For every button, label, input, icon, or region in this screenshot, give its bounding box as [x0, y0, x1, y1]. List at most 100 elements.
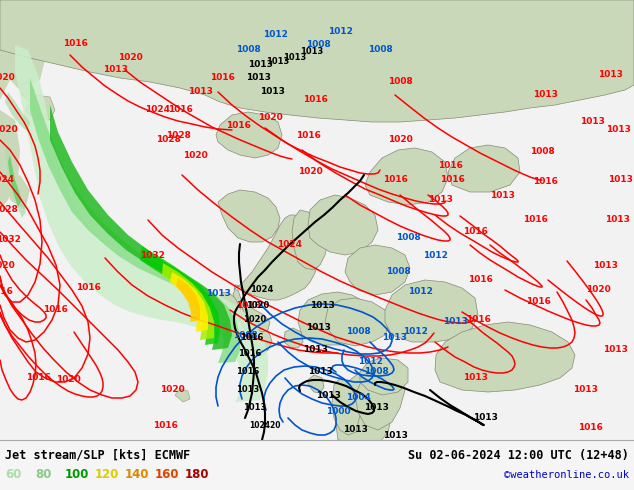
Polygon shape: [0, 0, 35, 75]
Text: 1013: 1013: [489, 191, 514, 199]
Polygon shape: [240, 300, 270, 332]
Polygon shape: [30, 78, 240, 363]
Polygon shape: [25, 95, 55, 120]
Text: 1020: 1020: [586, 286, 611, 294]
Text: 1013: 1013: [605, 125, 630, 134]
Polygon shape: [385, 280, 478, 342]
Polygon shape: [336, 368, 392, 452]
Text: 1016: 1016: [63, 40, 87, 49]
Text: 1012: 1012: [403, 327, 427, 337]
Text: 1013: 1013: [103, 66, 127, 74]
Text: 1028: 1028: [165, 130, 190, 140]
Text: 1013: 1013: [309, 300, 335, 310]
Text: 1024: 1024: [278, 241, 302, 249]
Polygon shape: [20, 82, 35, 102]
Text: 1013: 1013: [382, 431, 408, 440]
Text: 120: 120: [95, 468, 119, 482]
Polygon shape: [308, 195, 378, 255]
Polygon shape: [365, 148, 448, 205]
Text: 1013: 1013: [593, 261, 618, 270]
Text: 1016: 1016: [578, 423, 602, 433]
Text: 1000: 1000: [326, 408, 351, 416]
Text: 1013: 1013: [205, 290, 230, 298]
Text: 1016: 1016: [240, 333, 264, 342]
Text: 1012: 1012: [423, 250, 448, 260]
Polygon shape: [216, 112, 282, 158]
Polygon shape: [298, 292, 372, 345]
Polygon shape: [220, 292, 242, 322]
Polygon shape: [332, 378, 360, 435]
Polygon shape: [233, 290, 272, 355]
Text: 1013: 1013: [573, 386, 597, 394]
Text: Jet stream/SLP [kts] ECMWF: Jet stream/SLP [kts] ECMWF: [5, 448, 190, 462]
Text: 1020: 1020: [118, 53, 143, 63]
Polygon shape: [435, 322, 575, 392]
Polygon shape: [355, 368, 405, 430]
Polygon shape: [292, 210, 328, 270]
Text: 1013: 1013: [605, 216, 630, 224]
Polygon shape: [0, 440, 634, 490]
Text: 1016: 1016: [295, 131, 320, 141]
Text: 1013: 1013: [472, 414, 498, 422]
Text: 1020: 1020: [56, 375, 81, 385]
Polygon shape: [308, 375, 324, 393]
Text: 1008: 1008: [529, 147, 554, 156]
Text: 1013: 1013: [307, 368, 332, 376]
Polygon shape: [50, 105, 232, 350]
Text: 1016: 1016: [302, 96, 327, 104]
Text: 1013: 1013: [443, 318, 467, 326]
Text: 1013: 1013: [236, 386, 260, 394]
Text: 1016: 1016: [226, 121, 250, 129]
Text: 1020: 1020: [0, 74, 15, 82]
Text: 1028: 1028: [155, 136, 181, 145]
Text: 1016: 1016: [25, 373, 51, 383]
Text: 1016: 1016: [437, 161, 462, 170]
Text: 1008: 1008: [387, 77, 412, 87]
Text: 1024: 1024: [0, 175, 15, 185]
Polygon shape: [8, 155, 22, 207]
Text: 1020: 1020: [257, 114, 282, 122]
Text: 1016: 1016: [382, 175, 408, 185]
Text: 1016: 1016: [75, 284, 100, 293]
Text: 1032: 1032: [0, 236, 20, 245]
Text: 1012: 1012: [328, 27, 353, 36]
Text: 1013: 1013: [363, 403, 389, 413]
Text: 1028: 1028: [0, 205, 18, 215]
Text: 1016: 1016: [439, 175, 465, 185]
Polygon shape: [345, 245, 410, 295]
Text: 1013: 1013: [598, 71, 623, 79]
Text: 1008: 1008: [236, 46, 261, 54]
Text: 1024: 1024: [145, 105, 171, 115]
Polygon shape: [5, 92, 30, 132]
Polygon shape: [10, 175, 30, 210]
Text: 1013: 1013: [306, 323, 330, 333]
Text: 1032: 1032: [139, 250, 164, 260]
Text: 80: 80: [35, 468, 51, 482]
Text: 1008: 1008: [368, 46, 392, 54]
Text: 60: 60: [5, 468, 22, 482]
Text: 1016: 1016: [533, 177, 557, 187]
Text: 1016: 1016: [167, 105, 193, 115]
Text: 1013: 1013: [302, 345, 327, 354]
Text: 1016: 1016: [153, 420, 178, 430]
Text: 100: 100: [65, 468, 89, 482]
Text: 1013: 1013: [427, 196, 453, 204]
Text: 1020: 1020: [387, 136, 412, 145]
Text: 140: 140: [125, 468, 150, 482]
Text: 1013: 1013: [259, 88, 285, 97]
Text: 1013: 1013: [188, 88, 212, 97]
Text: 1016: 1016: [526, 297, 550, 307]
Text: 1013: 1013: [243, 403, 267, 413]
Polygon shape: [5, 145, 26, 218]
Text: 1008: 1008: [233, 330, 257, 340]
Polygon shape: [448, 145, 520, 192]
Text: 1008: 1008: [346, 327, 370, 337]
Text: 160: 160: [155, 468, 179, 482]
Polygon shape: [170, 272, 208, 332]
Text: 1012: 1012: [358, 358, 382, 367]
Text: 1008: 1008: [306, 41, 330, 49]
Polygon shape: [140, 246, 220, 345]
Text: 1012: 1012: [408, 288, 432, 296]
Text: 1016: 1016: [42, 305, 67, 315]
Text: 1013: 1013: [266, 57, 290, 67]
